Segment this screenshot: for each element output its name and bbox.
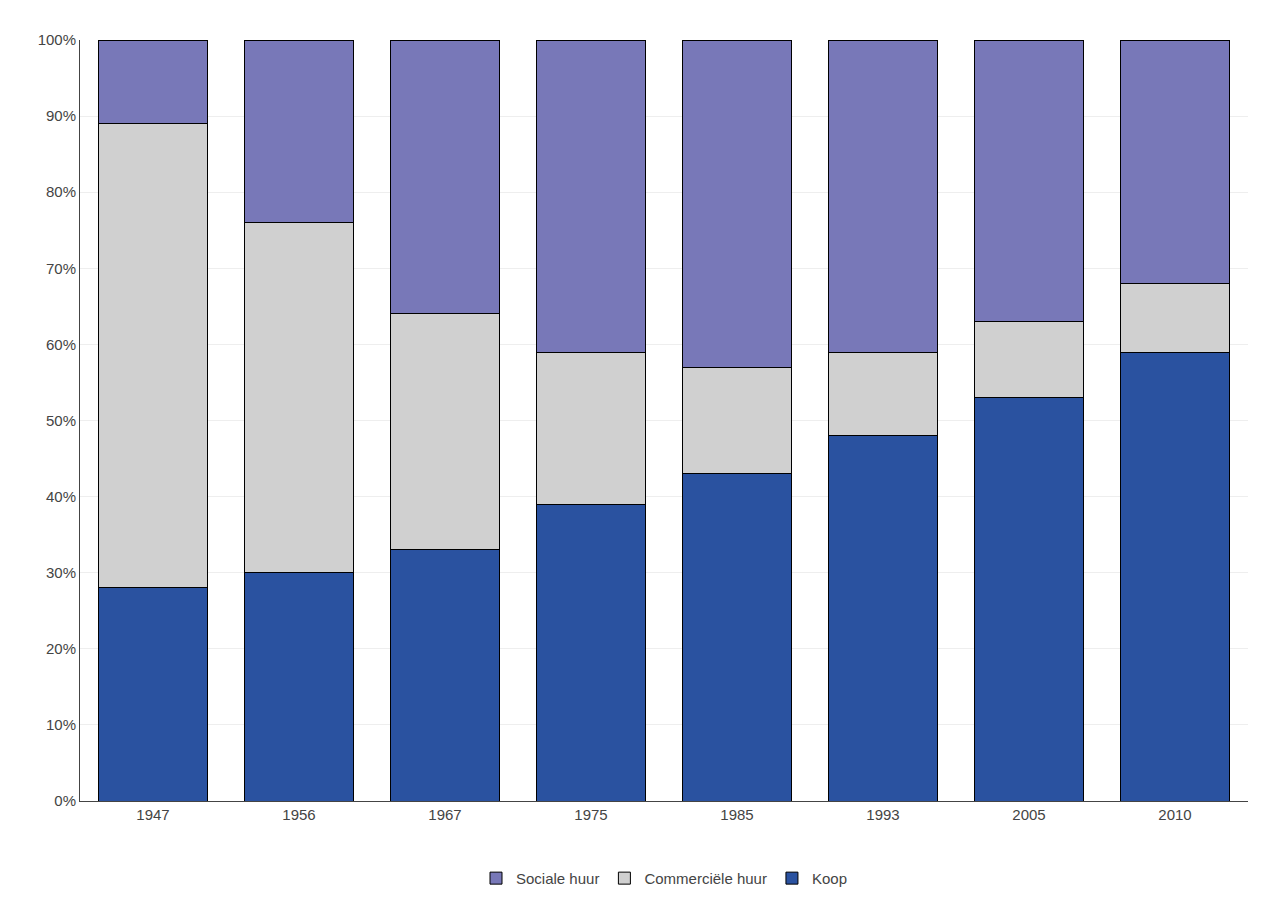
svg-text:40%: 40% bbox=[46, 488, 76, 505]
svg-text:1993: 1993 bbox=[866, 806, 899, 823]
svg-text:20%: 20% bbox=[46, 640, 76, 657]
svg-text:1947: 1947 bbox=[136, 806, 169, 823]
svg-text:30%: 30% bbox=[46, 564, 76, 581]
svg-text:2005: 2005 bbox=[1012, 806, 1045, 823]
svg-text:Commerciële huur: Commerciële huur bbox=[644, 870, 767, 887]
svg-text:1956: 1956 bbox=[282, 806, 315, 823]
svg-text:100%: 100% bbox=[38, 31, 76, 48]
svg-text:90%: 90% bbox=[46, 107, 76, 124]
svg-text:60%: 60% bbox=[46, 336, 76, 353]
svg-text:1975: 1975 bbox=[574, 806, 607, 823]
svg-text:2010: 2010 bbox=[1158, 806, 1191, 823]
svg-text:1985: 1985 bbox=[720, 806, 753, 823]
svg-text:80%: 80% bbox=[46, 183, 76, 200]
svg-text:Sociale huur: Sociale huur bbox=[516, 870, 599, 887]
svg-text:50%: 50% bbox=[46, 412, 76, 429]
svg-text:Koop: Koop bbox=[812, 870, 847, 887]
svg-text:10%: 10% bbox=[46, 716, 76, 733]
svg-text:0%: 0% bbox=[54, 792, 76, 809]
svg-text:70%: 70% bbox=[46, 260, 76, 277]
svg-text:1967: 1967 bbox=[428, 806, 461, 823]
